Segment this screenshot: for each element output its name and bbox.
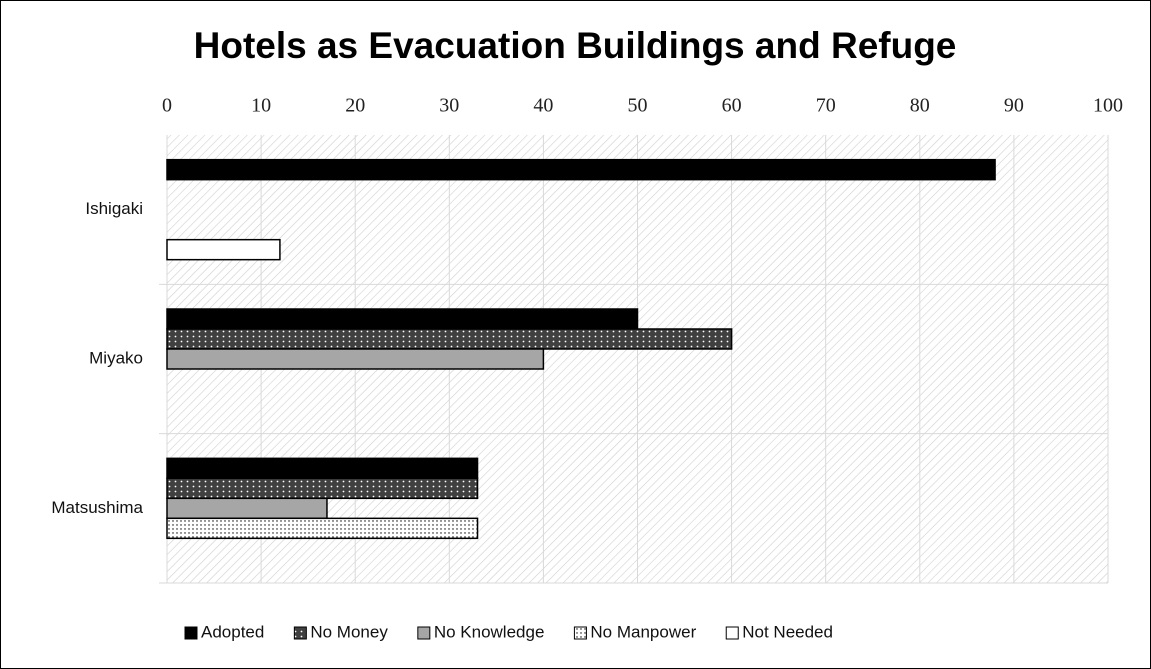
chart-title: Hotels as Evacuation Buildings and Refug… (194, 25, 957, 66)
x-tick-label: 100 (1093, 95, 1123, 117)
bar (166, 348, 545, 370)
legend-label: Adopted (201, 622, 264, 641)
bar (166, 497, 328, 520)
legend-swatch (293, 626, 307, 640)
legend-swatch (573, 626, 587, 640)
bar (166, 328, 733, 350)
x-tick-label: 90 (1004, 95, 1024, 117)
x-tick-label: 70 (816, 95, 836, 117)
legend-label: Not Needed (742, 622, 833, 641)
x-tick-label: 20 (345, 95, 365, 117)
legend-swatch (417, 626, 431, 640)
x-tick-label: 40 (533, 95, 553, 117)
legend-label: No Manpower (590, 622, 696, 641)
bar (166, 238, 281, 261)
y-tick-label: Miyako (89, 348, 143, 367)
x-tick-label: 50 (628, 95, 648, 117)
x-tick-label: 10 (251, 95, 271, 117)
bar (166, 477, 479, 500)
y-tick-label: Matsushima (51, 498, 143, 517)
legend-label: No Knowledge (434, 622, 545, 641)
legend-swatch (725, 626, 739, 640)
bar (166, 517, 479, 540)
legend-label: No Money (310, 622, 388, 641)
bar (166, 158, 996, 181)
x-tick-label: 30 (439, 95, 459, 117)
bar (166, 308, 639, 330)
x-tick-label: 60 (722, 95, 742, 117)
x-tick-label: 80 (910, 95, 930, 117)
y-tick-label: Ishigaki (85, 199, 143, 218)
x-tick-label: 0 (162, 95, 172, 117)
bar (166, 457, 479, 480)
legend-swatch (184, 626, 198, 640)
